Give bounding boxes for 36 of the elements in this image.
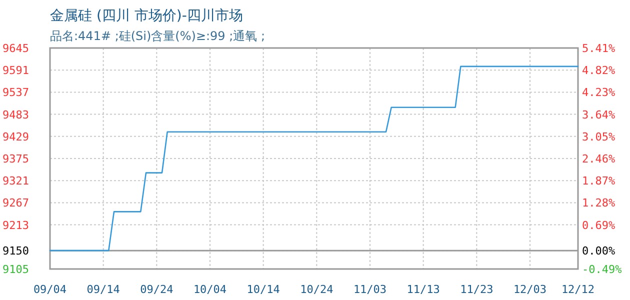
y-tick-label: 9483 — [2, 108, 29, 122]
x-tick-label: 09/24 — [140, 283, 174, 296]
y2-tick-label: 5.41% — [582, 42, 616, 55]
x-tick-label: 09/14 — [86, 283, 120, 296]
y-tick-label: 9150 — [2, 244, 29, 258]
y2-tick-label: 4.82% — [582, 64, 616, 78]
x-tick-label: 09/04 — [33, 283, 67, 296]
y-tick-label: 9267 — [2, 196, 29, 210]
y-tick-label: 9429 — [2, 130, 29, 144]
chart-subtitle: 品名:441# ;硅(Si)含量(%)≥:99 ;通氧 ; — [50, 29, 266, 43]
y2-tick-label: 0.00% — [582, 244, 616, 258]
x-tick-label: 11/23 — [460, 283, 494, 296]
y2-tick-label: 4.23% — [582, 86, 616, 100]
y2-tick-label: 1.87% — [582, 174, 616, 188]
y-tick-label: 9105 — [2, 263, 29, 276]
x-tick-label: 10/24 — [300, 283, 334, 296]
y2-tick-label: -0.49% — [582, 263, 622, 276]
x-tick-label: 10/04 — [193, 283, 227, 296]
y-tick-label: 9591 — [2, 64, 29, 78]
y-tick-label: 9375 — [2, 152, 29, 166]
y-tick-label: 9321 — [2, 174, 29, 188]
y-tick-label: 9537 — [2, 86, 29, 100]
y2-tick-label: 2.46% — [582, 152, 616, 166]
x-tick-label: 11/03 — [353, 283, 387, 296]
x-tick-label: 12/03 — [513, 283, 547, 296]
chart-title: 金属硅 (四川 市场价)-四川市场 — [50, 8, 243, 24]
x-tick-label: 10/14 — [246, 283, 280, 296]
y2-tick-label: 0.69% — [582, 218, 616, 232]
y2-tick-label: 3.64% — [582, 108, 616, 122]
y2-tick-label: 3.05% — [582, 130, 616, 144]
x-tick-label: 12/12 — [561, 283, 595, 296]
x-tick-label: 11/13 — [406, 283, 440, 296]
y2-tick-label: 1.28% — [582, 196, 616, 210]
y-tick-label: 9645 — [2, 42, 29, 55]
line-series — [49, 66, 579, 252]
y-tick-label: 9213 — [2, 218, 29, 232]
